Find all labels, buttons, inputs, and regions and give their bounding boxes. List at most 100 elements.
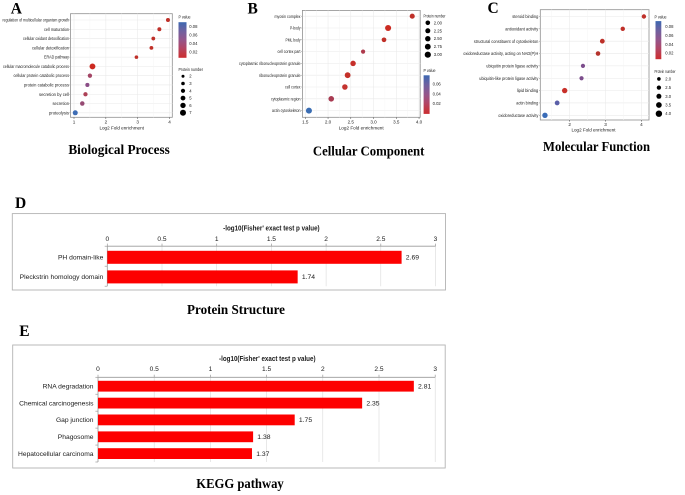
svg-text:4: 4 <box>640 122 643 127</box>
svg-text:ribonucleoprotein granule: ribonucleoprotein granule <box>259 73 301 78</box>
svg-text:1.38: 1.38 <box>257 434 270 441</box>
svg-text:0.08: 0.08 <box>665 24 674 29</box>
svg-text:Cellular Component: Cellular Component <box>313 143 425 158</box>
svg-text:Protein Structure: Protein Structure <box>187 303 285 318</box>
svg-text:4.0: 4.0 <box>416 119 423 124</box>
svg-text:antioxidant activity: antioxidant activity <box>505 26 539 31</box>
svg-text:1.74: 1.74 <box>302 274 315 281</box>
svg-text:0.04: 0.04 <box>189 41 198 46</box>
svg-text:structural constituent of cyto: structural constituent of cytoskeleton <box>474 39 539 44</box>
svg-text:regulation of multicellular or: regulation of multicellular organism gro… <box>3 18 70 23</box>
svg-text:2.35: 2.35 <box>366 400 379 407</box>
svg-text:2: 2 <box>324 236 328 243</box>
svg-text:Hepatocellular carcinoma: Hepatocellular carcinoma <box>18 451 94 458</box>
svg-text:0.06: 0.06 <box>665 33 674 38</box>
svg-text:Log2 Fold enrichment: Log2 Fold enrichment <box>99 125 144 131</box>
svg-text:2.50: 2.50 <box>434 36 443 41</box>
svg-text:Log2 Fold enrichment: Log2 Fold enrichment <box>339 125 385 131</box>
svg-text:cell cortex part: cell cortex part <box>278 49 302 54</box>
svg-text:2: 2 <box>105 119 108 124</box>
svg-text:0: 0 <box>105 236 109 243</box>
svg-text:B: B <box>248 1 258 18</box>
svg-text:KEGG pathway: KEGG pathway <box>196 477 284 492</box>
svg-text:oxidoreductase activity, actin: oxidoreductase activity, acting on NAD(P… <box>463 51 538 56</box>
svg-text:proteolysis: proteolysis <box>49 110 69 115</box>
svg-text:Chemical carcinogenesis: Chemical carcinogenesis <box>19 400 94 407</box>
svg-text:RNA degradation: RNA degradation <box>43 383 94 390</box>
svg-text:Log2 Fold enrichment: Log2 Fold enrichment <box>572 128 617 134</box>
svg-text:1.5: 1.5 <box>302 119 309 124</box>
svg-text:myosin complex: myosin complex <box>275 14 302 19</box>
svg-text:secretion by cell: secretion by cell <box>39 92 69 97</box>
svg-text:0.5: 0.5 <box>150 366 159 373</box>
svg-text:Protein number: Protein number <box>655 69 676 74</box>
svg-text:2.0: 2.0 <box>665 76 671 81</box>
svg-text:2.00: 2.00 <box>434 20 443 25</box>
svg-text:2: 2 <box>189 74 192 79</box>
svg-text:3.0: 3.0 <box>370 119 377 124</box>
svg-text:cellular oxidant detoxificatio: cellular oxidant detoxification <box>23 36 70 41</box>
svg-text:Biological Process: Biological Process <box>68 142 170 157</box>
svg-text:cell maturation: cell maturation <box>44 27 70 32</box>
svg-text:cytoplasmic ribonucleoprotein: cytoplasmic ribonucleoprotein granule <box>239 61 301 66</box>
svg-text:1: 1 <box>73 119 76 124</box>
svg-text:Protein number: Protein number <box>424 13 446 18</box>
svg-text:ubiquitin-like protein ligase: ubiquitin-like protein ligase activity <box>479 76 539 81</box>
svg-text:4: 4 <box>189 88 192 93</box>
svg-text:1: 1 <box>209 366 213 373</box>
svg-text:steroid binding: steroid binding <box>512 14 539 19</box>
svg-text:P-body: P-body <box>290 26 301 31</box>
svg-text:-log10(Fisher' exact test p va: -log10(Fisher' exact test p value) <box>219 356 316 363</box>
svg-text:oxidoreductase activity: oxidoreductase activity <box>498 113 539 118</box>
svg-text:P value: P value <box>424 68 436 73</box>
svg-text:2.0: 2.0 <box>325 119 332 124</box>
svg-text:2.81: 2.81 <box>418 384 431 391</box>
svg-text:0.02: 0.02 <box>665 51 674 56</box>
svg-text:3: 3 <box>136 119 139 124</box>
svg-text:5: 5 <box>189 96 192 101</box>
svg-text:ubiquitin protein ligase activ: ubiquitin protein ligase activity <box>486 63 539 68</box>
svg-text:D: D <box>15 195 26 212</box>
svg-text:PML body: PML body <box>286 37 302 42</box>
svg-text:1.75: 1.75 <box>299 417 312 424</box>
svg-text:3.0: 3.0 <box>665 94 671 99</box>
svg-text:actin binding: actin binding <box>516 101 539 106</box>
svg-text:A: A <box>11 1 23 18</box>
svg-text:1.5: 1.5 <box>262 366 271 373</box>
svg-text:E: E <box>19 323 29 340</box>
svg-text:7: 7 <box>189 110 192 115</box>
svg-text:2.5: 2.5 <box>348 119 355 124</box>
svg-text:2: 2 <box>568 122 571 127</box>
svg-text:Pleckstrin homology domain: Pleckstrin homology domain <box>20 274 104 281</box>
svg-text:3.5: 3.5 <box>393 119 400 124</box>
svg-text:2.5: 2.5 <box>665 85 671 90</box>
svg-text:2.69: 2.69 <box>406 255 419 262</box>
svg-text:0.04: 0.04 <box>665 42 674 47</box>
svg-text:4: 4 <box>168 119 171 124</box>
svg-text:4.0: 4.0 <box>665 111 671 116</box>
svg-text:1.37: 1.37 <box>256 451 269 458</box>
svg-text:actin cytoskeleton: actin cytoskeleton <box>272 108 301 113</box>
svg-text:Protein number: Protein number <box>179 67 204 72</box>
svg-text:P value: P value <box>655 14 667 19</box>
svg-text:PH domain-like: PH domain-like <box>58 255 104 262</box>
svg-text:cytoplasmic region: cytoplasmic region <box>271 96 301 101</box>
svg-text:Phagosome: Phagosome <box>58 434 94 441</box>
svg-text:2.5: 2.5 <box>374 366 383 373</box>
svg-text:-log10(Fisher' exact test p va: -log10(Fisher' exact test p value) <box>223 225 320 232</box>
svg-text:2.75: 2.75 <box>434 44 443 49</box>
svg-text:3: 3 <box>604 122 607 127</box>
svg-text:0.04: 0.04 <box>433 91 442 96</box>
svg-text:2.5: 2.5 <box>376 236 385 243</box>
svg-text:secretion: secretion <box>53 101 70 106</box>
svg-text:3.00: 3.00 <box>434 52 443 57</box>
svg-text:3: 3 <box>433 366 437 373</box>
svg-text:0.06: 0.06 <box>189 33 198 38</box>
svg-text:0.06: 0.06 <box>433 82 442 87</box>
svg-text:ERAD pathway: ERAD pathway <box>44 55 70 60</box>
svg-text:0.5: 0.5 <box>157 236 166 243</box>
svg-text:Molecular Function: Molecular Function <box>543 139 650 154</box>
svg-text:2.25: 2.25 <box>434 28 443 33</box>
svg-text:3: 3 <box>434 236 438 243</box>
svg-text:cellular macromolecule catabol: cellular macromolecule catabolic process <box>3 64 69 69</box>
